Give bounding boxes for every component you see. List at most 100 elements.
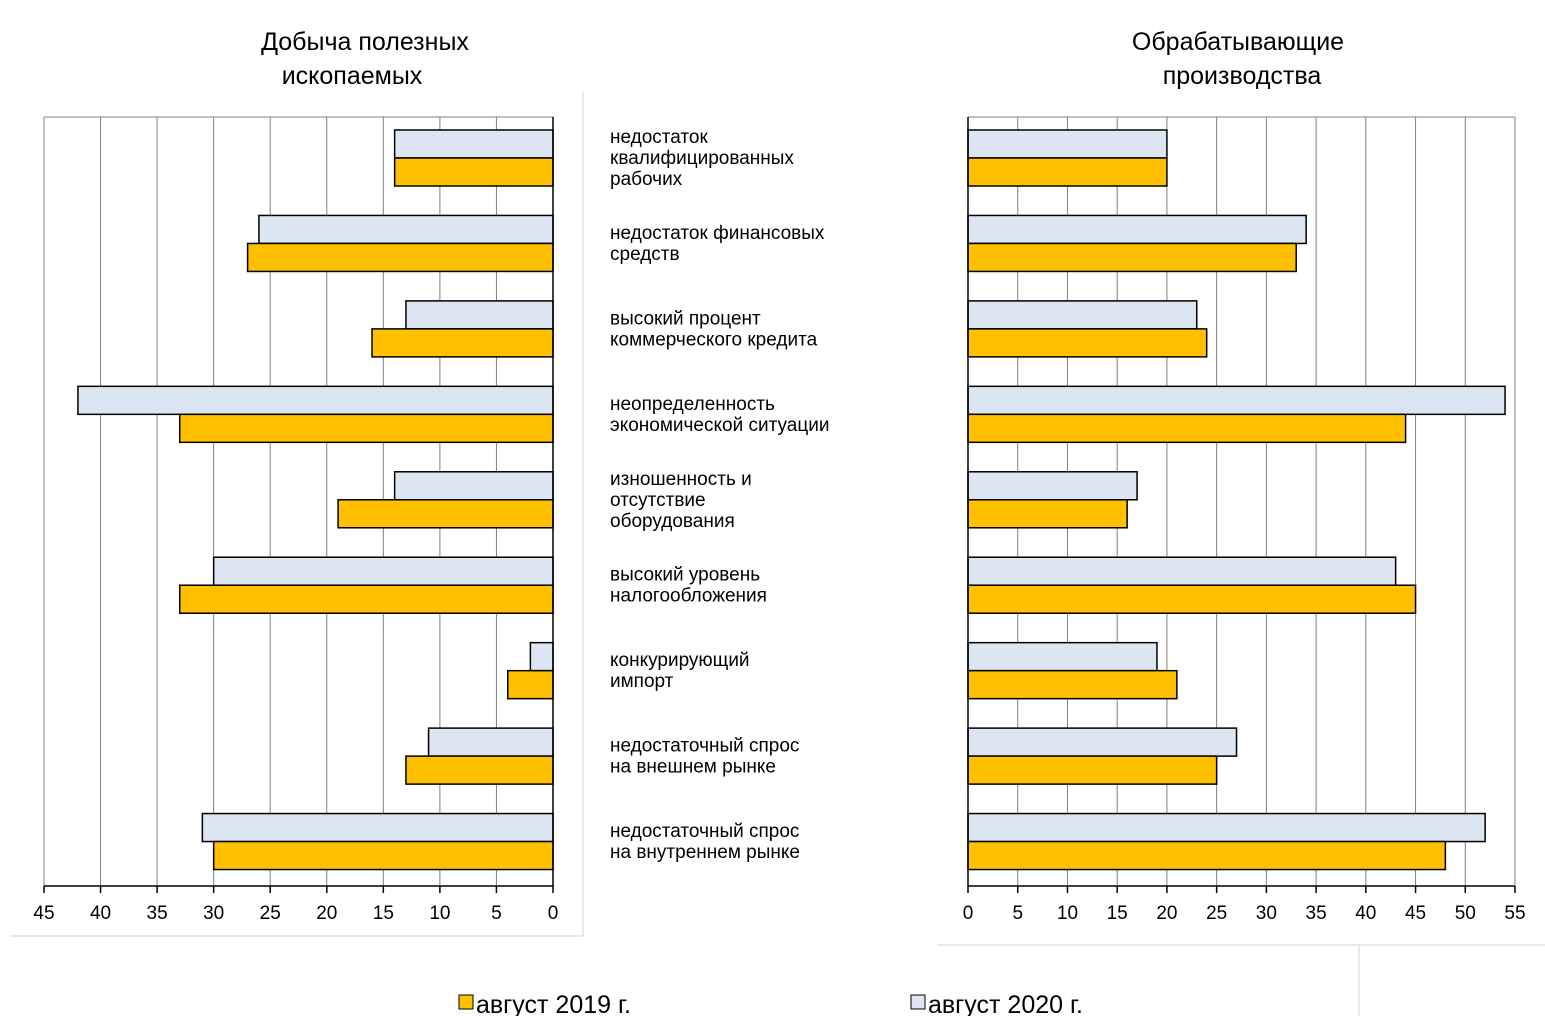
right-tick-label: 0 [963,903,974,924]
left-bar-2019 [405,755,554,785]
right-tick-label: 30 [1256,903,1277,924]
right-tick-label: 15 [1107,903,1128,924]
left-bar-2020 [258,214,554,245]
left-bar-2019 [507,669,554,700]
left-tick-label: 25 [260,903,281,924]
right-chart-title-line-2: производства [1163,62,1322,90]
right-tick-label: 55 [1504,903,1525,924]
category-label: высокий процент коммерческого кредита [610,308,818,350]
left-tick-label: 5 [491,903,502,924]
right-tick-label: 25 [1206,903,1227,924]
left-bar-2019 [212,840,554,871]
left-bar-2020 [405,300,554,330]
category-label: неопределенность экономической ситуации [610,394,829,436]
category-label-line: коммерческого кредита [610,329,818,350]
left-bar-2019 [337,499,554,529]
right-bar-2020 [967,727,1238,757]
left-bar-2020 [529,641,554,672]
right-chart-title-line-1: Обрабатывающие [1132,28,1344,56]
left-tick-label: 30 [203,903,224,924]
left-chart-title-line-1: Добыча полезных [261,28,469,56]
category-label-line: экономической ситуации [610,415,829,436]
category-label: недостаточный спрос на внутреннем рынке [610,821,800,863]
right-bar-2019 [967,669,1178,700]
right-tick-label: 10 [1057,903,1078,924]
right-tick-label: 20 [1156,903,1177,924]
category-label: конкурирующий импорт [610,650,750,692]
right-bar-2020 [967,214,1307,245]
right-bar-2019 [967,328,1208,358]
category-label-line: недостаточный спрос [610,736,799,757]
left-chart-title-line-2: ископаемых [282,62,423,90]
left-tick-label: 35 [147,903,168,924]
category-label-line: импорт [610,671,674,692]
left-bar-2020 [77,385,554,416]
right-tick-label: 45 [1405,903,1426,924]
left-bar-2020 [201,812,554,843]
category-label-line: высокий уровень [610,565,760,586]
left-bar-2020 [212,556,554,586]
right-bar-2019 [967,157,1168,187]
right-bar-2020 [967,129,1168,159]
left-bar-2019 [246,242,554,273]
category-label: недостаток финансовых средств [610,223,825,265]
category-label-line: недостаток [610,127,708,148]
chart-right-manufacturing: Обрабатывающие производства 0 5 10 15 20 25 30… [963,28,1526,924]
left-bar-2019 [178,413,554,444]
right-tick-label: 5 [1012,903,1023,924]
left-bar-2019 [393,157,554,187]
category-label: недостаток квалифицированных рабочих [610,127,794,190]
category-label-line: на внутреннем рынке [610,842,800,863]
right-bar-2019 [967,840,1447,871]
left-bar-2020 [393,129,554,159]
category-label-line: конкурирующий [610,650,750,671]
left-tick-label: 10 [429,903,450,924]
left-bar-2019 [178,584,554,614]
category-label-line: рабочих [610,169,683,190]
legend-label-2019: август 2019 г. [476,991,631,1016]
right-bar-2019 [967,499,1128,529]
legend-swatch-2020 [910,994,926,1010]
category-label-line: высокий процент [610,308,761,329]
category-label-line: оборудования [610,511,735,532]
right-bar-2019 [967,584,1417,614]
right-bar-2019 [967,242,1297,273]
right-bar-2020 [967,300,1198,330]
right-bar-2020 [967,812,1486,843]
chart-left-mining: Добыча полезных ископаемых 45 40 35 30 25 20 1… [33,28,558,924]
category-labels: недостаток квалифицированных рабочихнедост… [610,127,829,863]
right-bar-2020 [967,385,1506,416]
left-tick-label: 45 [33,903,54,924]
left-tick-label: 15 [373,903,394,924]
left-tick-label: 0 [548,903,559,924]
category-label-line: неопределенность [610,394,775,415]
category-label-line: изношенность и [610,469,752,490]
right-bar-2020 [967,641,1158,672]
left-tick-label: 20 [316,903,337,924]
category-label-line: на внешнем рынке [610,757,776,778]
category-label-line: недостаточный спрос [610,821,799,842]
legend-label-2020: август 2020 г. [928,991,1083,1016]
category-label: недостаточный спрос на внешнем рынке [610,736,799,778]
left-tick-label: 40 [90,903,111,924]
legend-swatch-2019 [458,994,474,1010]
category-label-line: недостаток финансовых [610,223,825,244]
left-bar-2020 [427,727,554,757]
right-bar-2019 [967,755,1218,785]
left-bar-2020 [393,471,554,501]
category-label-line: средств [610,244,680,265]
right-bar-2019 [967,413,1407,444]
right-tick-label: 50 [1455,903,1476,924]
category-label-line: квалифицированных [610,148,794,169]
right-bar-2020 [967,556,1397,586]
legend: август 2019 г. август 2020 г. [458,991,1083,1016]
right-tick-label: 40 [1355,903,1376,924]
category-label-line: налогообложения [610,586,767,607]
category-label: изношенность и отсутствие оборудования [610,469,752,532]
right-bar-2020 [967,471,1138,501]
right-tick-label: 35 [1306,903,1327,924]
left-bar-2019 [371,328,554,358]
category-label: высокий уровень налогообложения [610,565,767,607]
category-label-line: отсутствие [610,490,706,511]
